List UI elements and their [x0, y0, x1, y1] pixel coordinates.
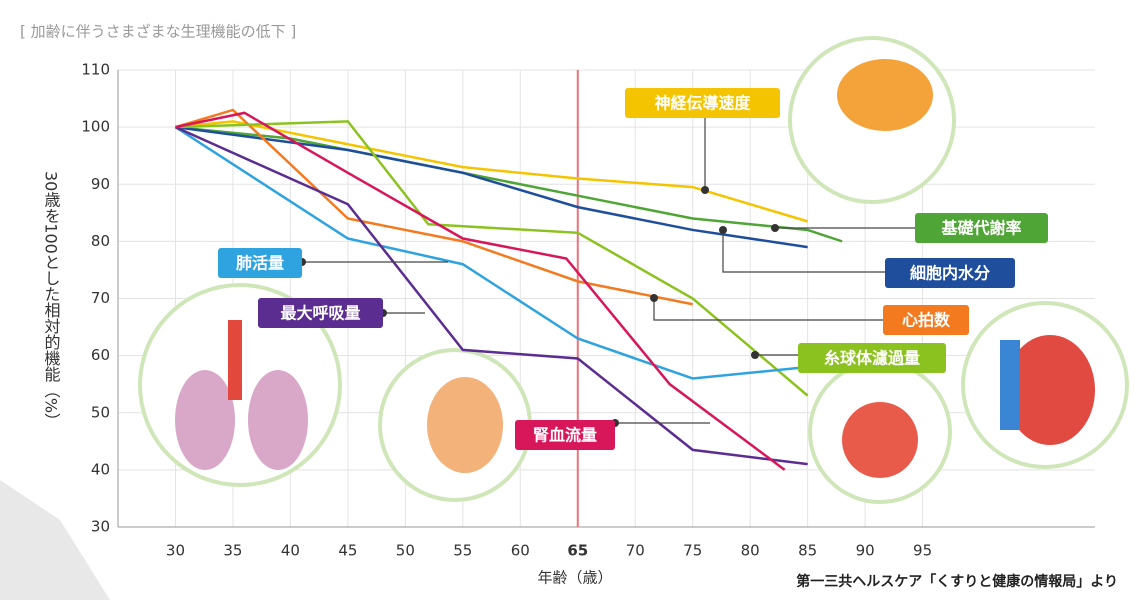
- leader-dot: [771, 224, 779, 232]
- trachea-icon: [228, 320, 242, 400]
- x-tick-label: 85: [798, 542, 817, 560]
- brain-icon: [837, 59, 933, 131]
- y-tick-label: 50: [91, 403, 110, 421]
- legend-box: [798, 343, 946, 373]
- x-tick-label: 50: [396, 542, 415, 560]
- y-tick-label: 100: [81, 118, 110, 136]
- series-line: [175, 125, 808, 249]
- y-tick-label: 30: [91, 518, 110, 536]
- x-tick-label: 30: [166, 542, 185, 560]
- legend-box: [885, 258, 1015, 288]
- legend-box: [258, 298, 383, 328]
- legend-label: 細胞内水分: [910, 264, 990, 283]
- illustrations: [138, 36, 1129, 504]
- series-line: [175, 120, 809, 397]
- leader-dot: [650, 294, 658, 302]
- heart-icon: [1005, 335, 1095, 445]
- leader-dot: [751, 351, 759, 359]
- series-line: [175, 108, 693, 306]
- source-note: 第一三共ヘルスケア「くすりと健康の情報局」より: [796, 573, 1118, 590]
- x-tick-label: 60: [511, 542, 530, 560]
- legend-label: 神経伝導速度: [654, 94, 751, 113]
- x-tick-label: 95: [913, 542, 932, 560]
- legend-box: [883, 305, 969, 335]
- x-tick-label: 90: [856, 542, 875, 560]
- legend-label: 心拍数: [902, 311, 951, 330]
- legend-box: [515, 420, 615, 450]
- y-tick-label: 60: [91, 346, 110, 364]
- kidney-icon: [427, 377, 503, 473]
- series-line: [174, 125, 808, 466]
- legend-box: [625, 88, 780, 118]
- y-tick-label: 80: [91, 232, 110, 250]
- series-line: [175, 111, 786, 471]
- legend-label: 基礎代謝率: [940, 219, 1021, 238]
- leader-dot: [719, 226, 727, 234]
- leader-line: [653, 298, 883, 321]
- x-tick-label: 65: [567, 542, 588, 560]
- leader-line: [722, 230, 885, 273]
- chart-title: [ 加齢に伴うさまざまな生理機能の低下 ]: [20, 23, 296, 41]
- y-tick-label: 40: [91, 460, 110, 478]
- y-tick-label: 70: [91, 289, 110, 307]
- x-axis-label: 年齢（歳）: [537, 569, 612, 587]
- x-tick-label: 55: [453, 542, 472, 560]
- leader-dot: [701, 186, 709, 194]
- x-tick-label: 35: [223, 542, 242, 560]
- x-tick-label: 75: [683, 542, 702, 560]
- glomerulus-icon: [842, 402, 918, 478]
- legend-box: [218, 248, 302, 278]
- y-axis-label: 30歳を100とした相対的機能（%）: [42, 171, 61, 429]
- lung-icon: [175, 370, 235, 470]
- x-tick-label: 80: [741, 542, 760, 560]
- page-curl: [0, 480, 110, 600]
- legend-label: 糸球体濾過量: [824, 349, 920, 368]
- x-tick-label: 70: [626, 542, 645, 560]
- legend-label: 肺活量: [236, 254, 284, 273]
- x-tick-label: 40: [281, 542, 300, 560]
- y-tick-label: 110: [81, 61, 110, 79]
- x-tick-label: 45: [338, 542, 357, 560]
- legend-box: [915, 213, 1048, 243]
- series-line: [175, 120, 809, 223]
- y-tick-label: 90: [91, 175, 110, 193]
- vein-icon: [1000, 340, 1020, 430]
- series-line: [174, 126, 808, 380]
- legend-label: 腎血流量: [533, 426, 597, 445]
- legend-label: 最大呼吸量: [280, 304, 360, 323]
- lung-icon: [248, 370, 308, 470]
